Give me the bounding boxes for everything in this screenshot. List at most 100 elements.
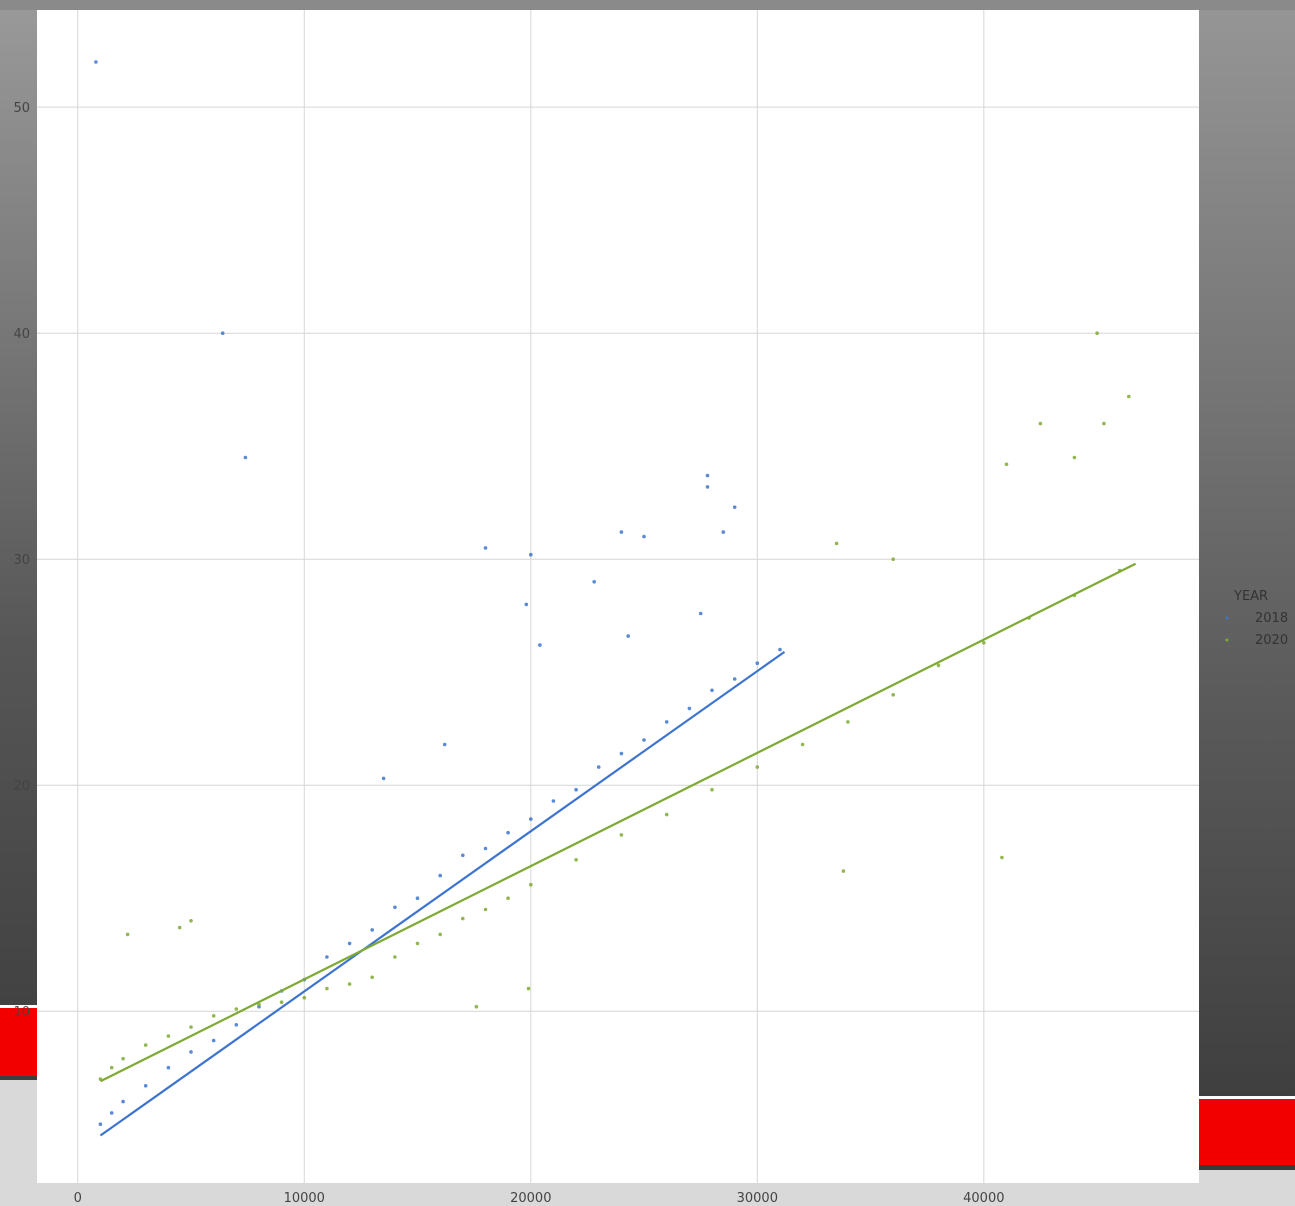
background-panel-right (1195, 0, 1295, 1170)
grid (37, 10, 1199, 1183)
point-2020 (166, 1034, 171, 1038)
point-2018 (529, 552, 533, 557)
point-2018 (438, 873, 443, 878)
point-2018 (755, 661, 760, 665)
legend-title: YEAR (1233, 589, 1268, 604)
point-2018 (596, 765, 601, 769)
point-2020 (1127, 394, 1131, 399)
y-tick-label: 30 (13, 553, 30, 568)
point-2018 (442, 742, 447, 747)
point-2020 (1004, 462, 1009, 467)
background-panel-left (0, 0, 40, 1080)
red-bar-right (1198, 1096, 1295, 1165)
data-points (94, 60, 1131, 1126)
point-2018 (524, 602, 529, 607)
point-2018 (189, 1050, 193, 1054)
point-2018 (642, 534, 646, 539)
point-2018 (619, 530, 624, 534)
point-2020 (846, 720, 850, 724)
y-tick-label: 50 (13, 101, 30, 116)
point-2020 (234, 1007, 239, 1011)
point-2020 (1000, 855, 1004, 860)
point-2020 (189, 919, 193, 923)
point-2018 (698, 611, 703, 616)
point-2018 (461, 853, 465, 858)
point-2020 (1038, 421, 1043, 426)
point-2018 (393, 905, 397, 910)
red-bar-left (0, 1005, 37, 1076)
point-2018 (325, 955, 329, 959)
point-2018 (687, 706, 692, 711)
point-2018 (732, 505, 737, 510)
point-2020 (177, 925, 182, 930)
point-2018 (109, 1111, 114, 1115)
y-tick-label: 10 (13, 1005, 30, 1020)
point-2018 (220, 331, 225, 336)
point-2018 (243, 455, 248, 460)
point-2020 (526, 986, 531, 991)
y-tick-label: 20 (13, 779, 30, 794)
x-axis-ticks: 0 10000 20000 30000 40000 (74, 1191, 1005, 1206)
point-2020 (529, 882, 533, 887)
point-2020 (891, 557, 895, 561)
fit-line-2020 (99, 562, 1137, 1083)
legend-label-2018: 2018 (1255, 611, 1288, 626)
legend-marker-2018 (1225, 616, 1229, 620)
point-2020 (1072, 455, 1077, 460)
point-2020 (474, 1004, 479, 1009)
point-2020 (710, 787, 714, 792)
point-2018 (211, 1038, 216, 1043)
point-2018 (705, 473, 710, 478)
point-2018 (538, 643, 542, 647)
point-2018 (529, 817, 533, 821)
point-2020 (841, 869, 846, 873)
point-2020 (121, 1056, 125, 1061)
point-2018 (234, 1023, 239, 1027)
point-2018 (721, 530, 726, 534)
point-2020 (1095, 331, 1099, 336)
point-2018 (778, 647, 782, 652)
point-2020 (143, 1043, 148, 1047)
x-tick-label: 0 (74, 1191, 82, 1206)
point-2018 (483, 846, 488, 851)
x-tick-label: 40000 (963, 1191, 1004, 1206)
point-2018 (94, 60, 98, 64)
x-tick-label: 10000 (284, 1191, 325, 1206)
point-2020 (483, 907, 488, 912)
point-2020 (1102, 421, 1106, 426)
point-2018 (483, 546, 488, 550)
point-2020 (393, 955, 397, 959)
point-2020 (279, 1000, 284, 1004)
point-2020 (461, 916, 465, 921)
fit-line-2018 (99, 650, 786, 1137)
point-2020 (347, 982, 352, 986)
point-2018 (732, 677, 737, 681)
point-2018 (143, 1084, 148, 1088)
point-2018 (370, 928, 375, 932)
point-2020 (619, 833, 624, 837)
point-2018 (705, 485, 710, 489)
point-2020 (189, 1025, 193, 1029)
point-2020 (664, 812, 669, 817)
point-2020 (370, 975, 375, 980)
point-2018 (551, 799, 556, 803)
point-2020 (574, 858, 578, 862)
background-band-top (0, 0, 1295, 10)
point-2018 (166, 1065, 171, 1070)
point-2020 (800, 742, 805, 747)
point-2018 (642, 738, 646, 742)
point-2018 (98, 1122, 103, 1126)
point-2018 (626, 634, 630, 638)
point-2018 (415, 896, 420, 900)
point-2020 (891, 693, 895, 697)
point-2018 (574, 787, 578, 792)
point-2018 (664, 720, 669, 724)
x-tick-label: 20000 (510, 1191, 551, 1206)
point-2018 (121, 1099, 125, 1104)
legend-label-2020: 2020 (1255, 633, 1288, 648)
y-axis-ticks: 10 20 30 40 50 (13, 101, 30, 1020)
point-2020 (325, 986, 329, 991)
point-2020 (211, 1014, 216, 1018)
y-tick-label: 40 (13, 327, 30, 342)
